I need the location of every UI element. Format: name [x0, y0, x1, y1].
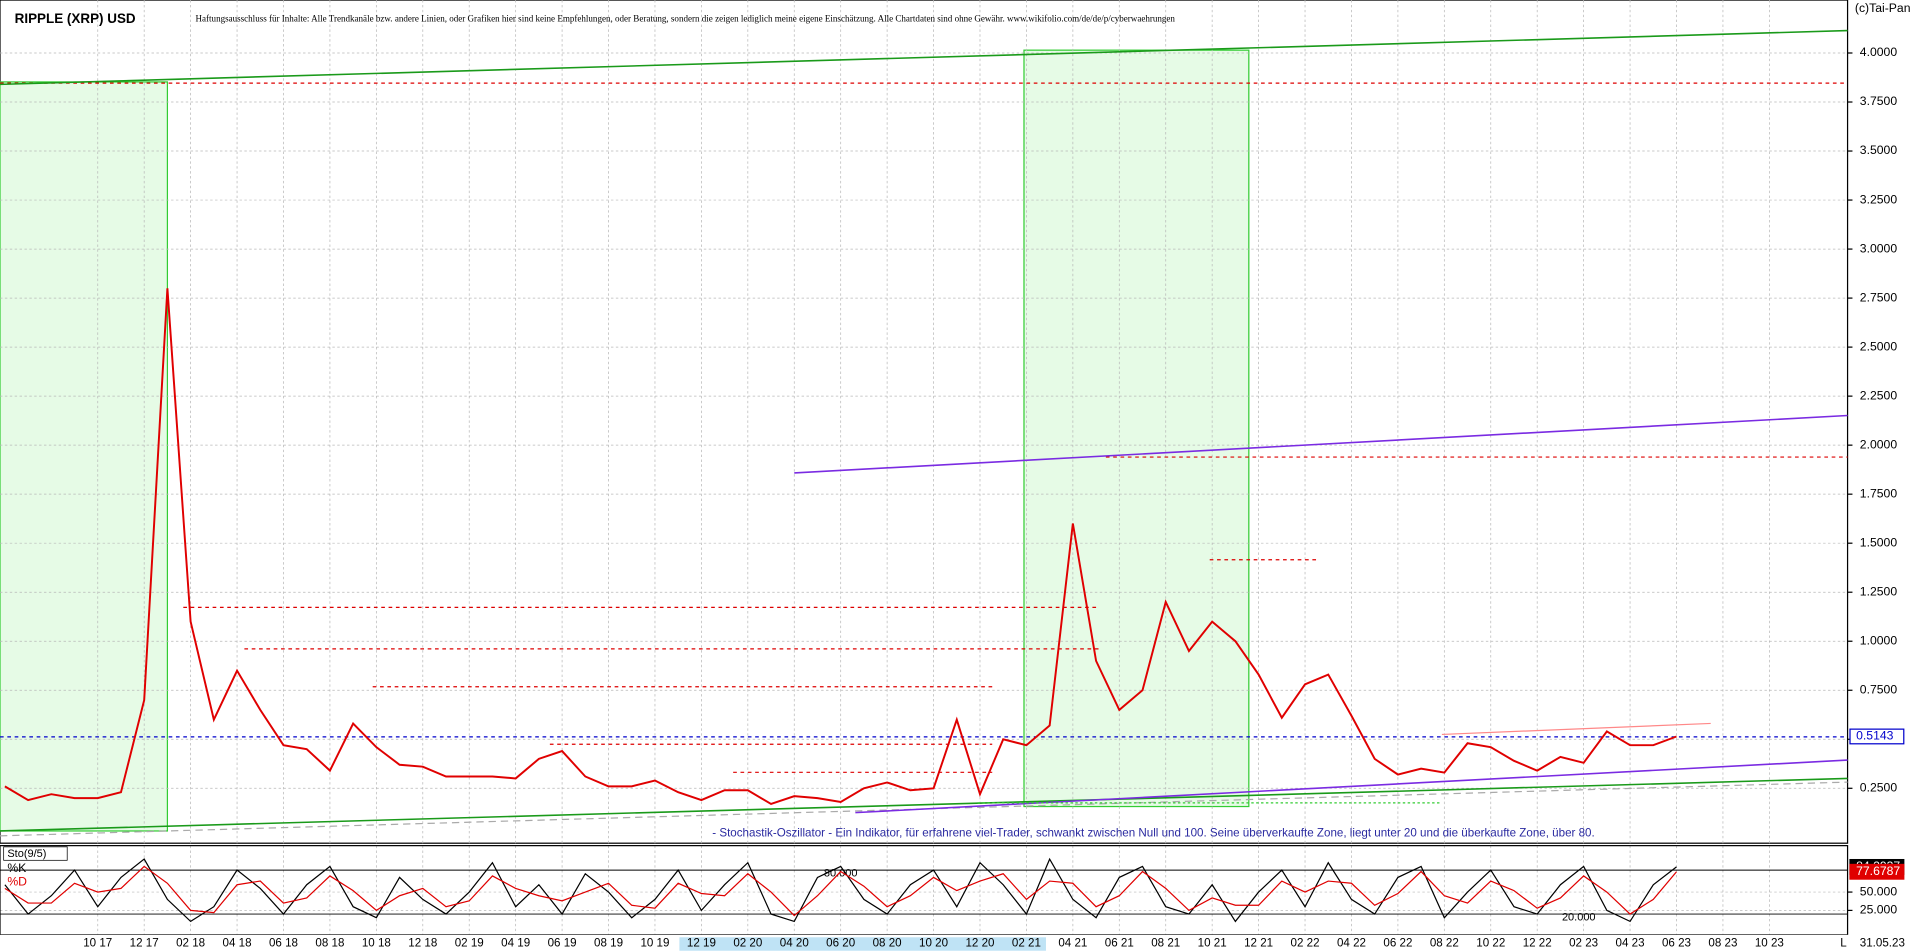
- y-tick-label: 0.7500: [1860, 682, 1898, 696]
- y-tick-label: 1.0000: [1860, 633, 1898, 647]
- x-tick-label: 10 20: [919, 936, 948, 949]
- x-tick-label: 08 18: [315, 936, 344, 949]
- scale-mode: L: [1840, 936, 1847, 949]
- y-tick-label: 2.5000: [1860, 339, 1898, 353]
- x-tick-label: 12 22: [1523, 936, 1552, 949]
- x-tick-label: 06 22: [1383, 936, 1412, 949]
- y-tick-label: 2.0000: [1860, 437, 1898, 451]
- y-tick-label: 4.0000: [1860, 45, 1898, 59]
- y-tick-label: 1.5000: [1860, 535, 1898, 549]
- plot: 10 17 12 17 02 18 04 18 06 18 08 18 10 18 12 18…: [0, 45, 1905, 949]
- y-tick-label: 3.7500: [1860, 94, 1898, 108]
- x-tick-label: 02 21: [1012, 936, 1041, 949]
- series-line: [4, 288, 1677, 806]
- x-tick-label: 10 23: [1755, 936, 1784, 949]
- x-tick-label: 08 19: [594, 936, 623, 949]
- series-line: [4, 857, 1677, 923]
- zone: [0, 81, 169, 832]
- x-tick-label: 04 23: [1616, 936, 1645, 949]
- x-tick-label: 10 18: [362, 936, 391, 949]
- x-tick-label: 02 23: [1569, 936, 1598, 949]
- y-tick-label: 2.7500: [1860, 290, 1898, 304]
- x-tick-label: 12 18: [408, 936, 437, 949]
- zone: [1023, 49, 1250, 808]
- x-tick-label: 12 19: [687, 936, 716, 949]
- trendline: [855, 759, 1848, 814]
- x-tick-label: 08 20: [873, 936, 902, 949]
- x-tick-label: 12 17: [130, 936, 159, 949]
- grid: [0, 0, 1848, 935]
- x-tick-label: 06 18: [269, 936, 298, 949]
- x-tick-label: 02 22: [1291, 936, 1320, 949]
- y-tick-label: 50.000: [1860, 884, 1898, 898]
- x-tick-label: 02 19: [455, 936, 484, 949]
- trendline: [794, 414, 1848, 474]
- trendline: [0, 29, 1848, 86]
- x-tick-label: 02 18: [176, 936, 205, 949]
- y-tick-label: 1.2500: [1860, 584, 1898, 598]
- last-value-box: [1849, 728, 1905, 745]
- x-tick-label: 04 19: [501, 936, 530, 949]
- series-line: [4, 865, 1677, 917]
- x-tick-label: 12 21: [1244, 936, 1273, 949]
- x-tick-label: 06 21: [1105, 936, 1134, 949]
- x-tick-label: 06 19: [548, 936, 577, 949]
- legend-k: %K: [7, 861, 26, 875]
- indicator-box: [3, 846, 68, 861]
- trendline: [0, 777, 1848, 832]
- x-tick-label: 04 22: [1337, 936, 1366, 949]
- annotation: - Stochastik-Oszillator - Ein Indikator,…: [712, 826, 1594, 839]
- x-tick-label: 10 17: [83, 936, 112, 949]
- x-tick-label: 02 20: [733, 936, 762, 949]
- x-tick-label: 06 20: [826, 936, 855, 949]
- last-value-label: 77.6787: [1856, 864, 1900, 878]
- x-highlight: [679, 937, 1046, 951]
- y-tick-label: 3.5000: [1860, 143, 1898, 157]
- source: (c)Tai-Pan: [1855, 1, 1911, 15]
- y-tick-label: 0.2500: [1860, 781, 1898, 795]
- legend-d: %D: [7, 875, 27, 889]
- indicator-title: Sto(9/5): [7, 848, 46, 860]
- y-tick-label: 2.2500: [1860, 388, 1898, 402]
- trendline: [1441, 722, 1711, 736]
- y-tick-label: 1.7500: [1860, 486, 1898, 500]
- main-panel: [0, 0, 1849, 844]
- x-tick-label: 10 19: [640, 936, 669, 949]
- x-tick-label: 04 21: [1058, 936, 1087, 949]
- y-tick-label: 25.000: [1860, 903, 1898, 917]
- level-label: 80.000: [824, 868, 858, 880]
- x-tick-label: 08 23: [1708, 936, 1737, 949]
- date: 31.05.23: [1860, 936, 1905, 949]
- x-tick-label: 04 18: [223, 936, 252, 949]
- x-tick-label: 10 22: [1476, 936, 1505, 949]
- x-tick-label: 08 22: [1430, 936, 1459, 949]
- disclaimer: Haftungsausschluss für Inhalte: Alle Tre…: [196, 14, 1176, 24]
- trendline: [0, 781, 1848, 837]
- level-label: 20.000: [1562, 912, 1596, 924]
- x-tick-label: 06 23: [1662, 936, 1691, 949]
- last-value-box: [1849, 863, 1905, 880]
- y-tick-label: 3.2500: [1860, 192, 1898, 206]
- chart-title: RIPPLE (XRP) USD: [15, 11, 136, 26]
- x-tick-label: 12 20: [965, 936, 994, 949]
- x-tick-label: 08 21: [1151, 936, 1180, 949]
- x-tick-label: 04 20: [780, 936, 809, 949]
- x-tick-label: 10 21: [1198, 936, 1227, 949]
- y-tick-label: 3.0000: [1860, 241, 1898, 255]
- last-value-label: 0.5143: [1856, 729, 1894, 743]
